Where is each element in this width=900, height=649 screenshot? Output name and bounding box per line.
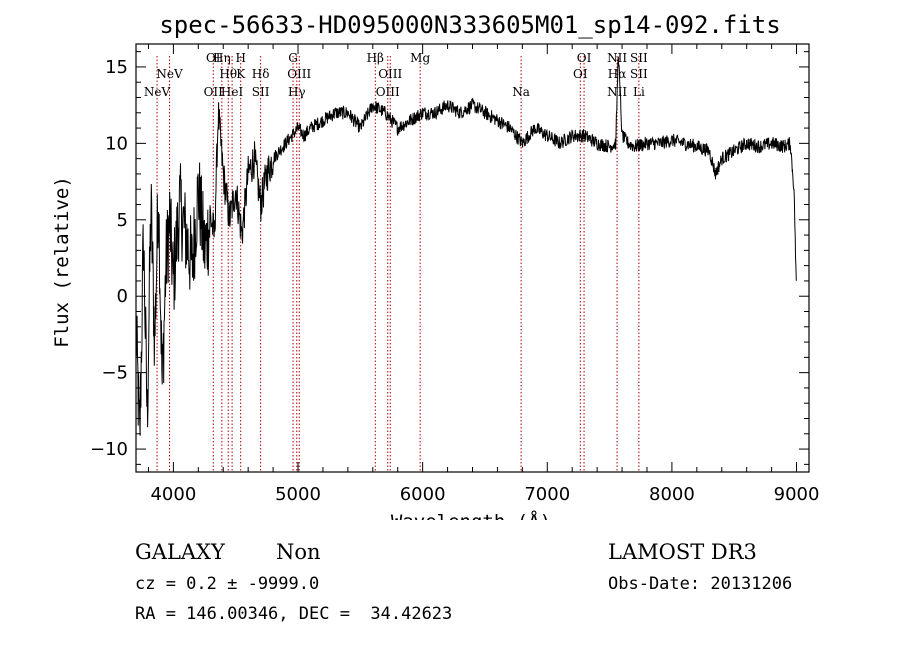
spectral-line-markers [156,56,640,472]
x-tick-label: 8000 [649,484,695,505]
plot-frame [135,43,810,473]
y-tick-label: 0 [117,286,128,307]
x-tick-label: 5000 [275,484,321,505]
y-tick-label: 10 [105,133,128,154]
spectral-line-label: Na [512,85,530,99]
spectral-line-label: Hδ [252,67,270,81]
object-subclass: Non [276,540,321,564]
spectral-line-label: NeV [144,85,171,99]
spectral-line-label: G [288,51,298,65]
object-class: GALAXY [135,540,225,564]
spectral-line-label: SII [630,67,648,81]
spectral-line-label: OIII [376,85,400,99]
spectral-line-label: NeV [156,67,183,81]
spectral-line-label: Hη [213,51,231,65]
spectrum-chart: spec-56633-HD095000N333605M01_sp14-092.f… [51,11,820,520]
spectral-line-label: Li [633,85,645,99]
y-tick-label: 15 [105,57,128,78]
y-axis-label: Flux (relative) [51,176,73,348]
chart-title: spec-56633-HD095000N333605M01_sp14-092.f… [159,11,780,39]
y-tick-label: 5 [117,210,128,231]
spectral-line-labels: NeV NeV OI OII Hη Hθ HeI HK Hδ SII G OIII Hγ Hβ OIII OI… [144,51,648,99]
spectral-line-label: OIII [378,67,402,81]
spectral-line-label: OII [204,85,224,99]
spectral-line-label: OI [573,67,588,81]
plot-frame-rect [135,43,810,473]
survey-name: LAMOST DR3 [608,540,757,564]
spectral-line-label: SII [252,85,270,99]
spectral-line-label: Hγ [288,85,306,99]
y-tick-label: −10 [90,439,128,460]
spectral-line-label: OI [206,51,221,65]
spectral-line-label: OI [577,51,592,65]
spectral-line-label: HeI [221,85,244,99]
x-tick-label: 6000 [400,484,446,505]
spectral-line-label: K [236,67,246,81]
spectral-line-label: Hα [608,67,627,81]
spectrum-line [135,56,797,436]
spectral-line-label: H [235,51,245,65]
redshift-line: cz = 0.2 ± -9999.0 [135,574,320,594]
x-tick-label: 4000 [150,484,196,505]
y-tick-label: −5 [101,363,128,384]
spectral-line-label: SII [630,51,648,65]
spectral-line-label: OIII [287,67,311,81]
spectral-line-label: Hθ [219,67,237,81]
obs-date: Obs-Date: 20131206 [608,574,793,594]
coordinates: RA = 146.00346, DEC = 34.42623 [135,604,453,624]
x-tick-label: 9000 [774,484,820,505]
x-axis-label: Wavelength (Å) [391,510,551,520]
y-axis-ticks: −10 −5 0 5 10 15 [90,51,809,465]
x-tick-label: 7000 [524,484,570,505]
x-axis-ticks: 4000 5000 6000 7000 8000 9000 [147,44,820,505]
spectral-line-label: Hβ [367,51,384,65]
spectral-line-label: NII [607,51,627,65]
spectral-line-label: Mg [410,51,430,65]
